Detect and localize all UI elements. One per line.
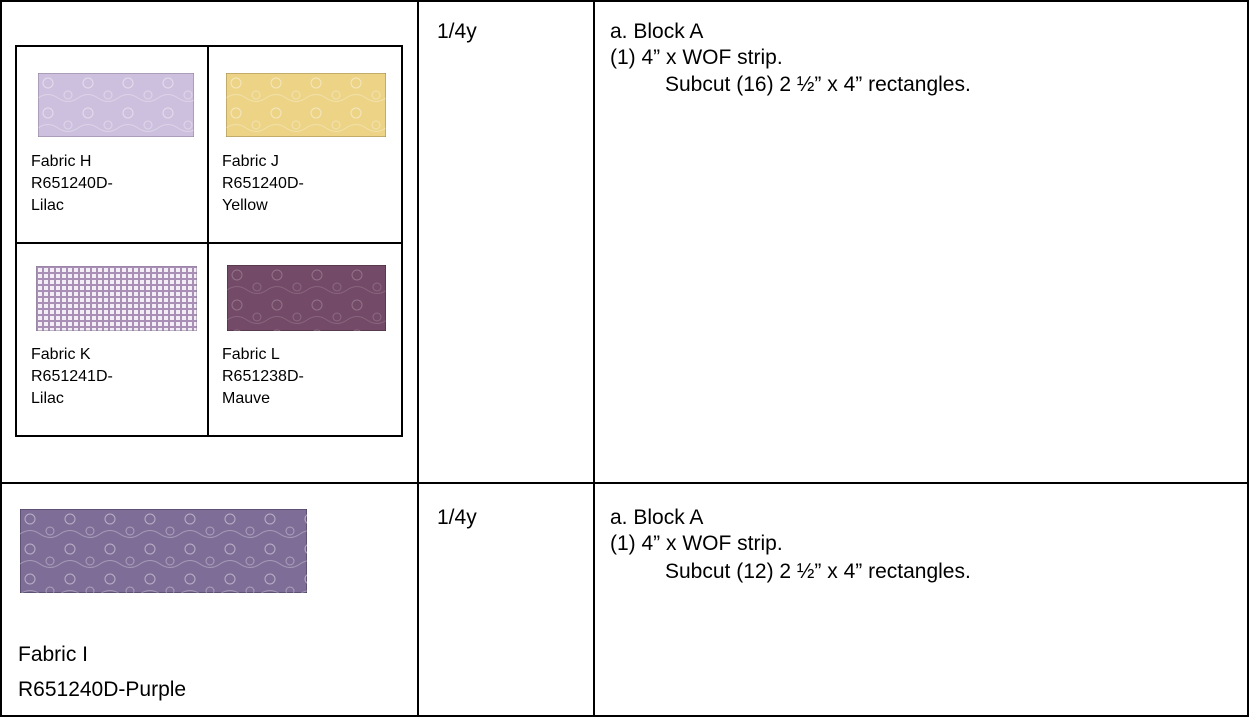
fabric-color: Lilac bbox=[31, 390, 64, 407]
border bbox=[0, 0, 2, 717]
border bbox=[15, 45, 17, 437]
fabric-swatch bbox=[20, 509, 307, 593]
fabric-swatch bbox=[226, 73, 386, 137]
cutting-line: (1) 4” x WOF strip. bbox=[610, 46, 783, 69]
yardage: 1/4y bbox=[437, 20, 477, 43]
fabric-sku: R651240D-Purple bbox=[18, 678, 187, 701]
border bbox=[401, 45, 403, 437]
yardage: 1/4y bbox=[437, 506, 477, 529]
border bbox=[593, 0, 595, 717]
border bbox=[15, 242, 403, 244]
fabric-name: Fabric L bbox=[222, 346, 280, 363]
cutting-line: a. Block A bbox=[610, 20, 704, 43]
cutting-line: Subcut (16) 2 ½” x 4” rectangles. bbox=[665, 73, 971, 96]
fabric-name: Fabric J bbox=[222, 153, 279, 170]
border bbox=[1247, 0, 1249, 717]
border bbox=[0, 715, 1249, 717]
fabric-color: Lilac bbox=[31, 197, 64, 214]
fabric-sku: R651240D- bbox=[31, 175, 113, 192]
border bbox=[15, 435, 403, 437]
border bbox=[207, 45, 209, 437]
fabric-swatch bbox=[36, 266, 197, 331]
fabric-name: Fabric K bbox=[31, 346, 91, 363]
border bbox=[417, 0, 419, 717]
fabric-swatch bbox=[227, 265, 386, 331]
fabric-swatch bbox=[38, 73, 194, 137]
cutting-line: a. Block A bbox=[610, 506, 704, 529]
border bbox=[0, 482, 1249, 484]
cutting-line: Subcut (12) 2 ½” x 4” rectangles. bbox=[665, 560, 971, 583]
fabric-sku: R651241D- bbox=[31, 368, 113, 385]
fabric-sku: R651240D- bbox=[222, 175, 304, 192]
fabric-name: Fabric I bbox=[18, 643, 89, 666]
fabric-name: Fabric H bbox=[31, 153, 92, 170]
fabric-color: Yellow bbox=[222, 197, 268, 214]
fabric-color: Mauve bbox=[222, 390, 271, 407]
cutting-line: (1) 4” x WOF strip. bbox=[610, 532, 783, 555]
fabric-sku: R651238D- bbox=[222, 368, 304, 385]
border bbox=[0, 0, 1249, 2]
border bbox=[15, 45, 403, 47]
